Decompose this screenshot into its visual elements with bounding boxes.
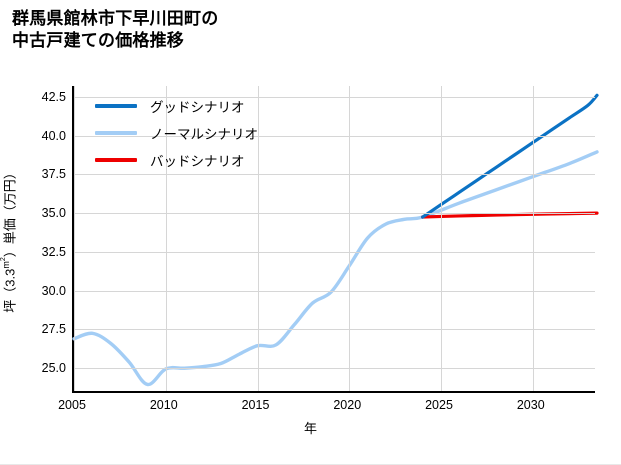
gridline-vertical [349, 86, 351, 391]
gridline-horizontal [74, 329, 595, 331]
legend-item[interactable]: バッドシナリオ [95, 146, 315, 173]
x-axis-title: 年 [303, 421, 317, 436]
y-axis-tick-labels: 25.0 27.5 30.0 32.5 35.0 37.5 40.0 42.5 [0, 0, 72, 465]
gridline-horizontal [74, 96, 595, 98]
y-axis-tick-label: 30.0 [41, 283, 66, 298]
series-line [421, 93, 599, 219]
x-axis-tick-label: 2015 [241, 398, 270, 412]
legend-item[interactable]: グッドシナリオ [95, 92, 315, 119]
y-axis-tick-label: 40.0 [41, 128, 66, 143]
gridline-horizontal [74, 213, 595, 215]
gridline-horizontal [74, 135, 595, 137]
legend-swatch-icon [95, 157, 137, 162]
y-axis-tick-label: 25.0 [41, 361, 66, 376]
x-axis-tick-label: 2010 [149, 398, 178, 412]
legend-item-label: ノーマルシナリオ [150, 126, 258, 142]
plot-area [72, 86, 599, 393]
legend: グッドシナリオ ノーマルシナリオ バッドシナリオ [95, 92, 315, 173]
y-axis-tick-label: 27.5 [41, 322, 66, 337]
y-axis-tick-label: 42.5 [41, 89, 66, 104]
gridline-vertical [441, 86, 443, 391]
gridline-vertical [257, 86, 259, 391]
page-title: 群馬県館林市下早川田町の 中古戸建ての価格推移 [12, 9, 219, 51]
legend-item-label: グッドシナリオ [150, 99, 245, 115]
x-axis-tick-label: 2005 [58, 398, 86, 412]
legend-item[interactable]: ノーマルシナリオ [95, 119, 315, 146]
x-axis-tick-label: 2020 [333, 398, 362, 412]
gridline-vertical [74, 86, 75, 391]
y-axis-tick-label: 35.0 [41, 206, 66, 221]
gridline-vertical [165, 86, 167, 391]
x-axis-tick-label: 2030 [516, 398, 545, 412]
gridline-vertical [532, 86, 534, 391]
x-axis-tick-label: 2025 [425, 398, 453, 412]
legend-swatch-icon [95, 130, 137, 135]
gridline-horizontal [74, 251, 595, 253]
legend-swatch-icon [95, 103, 137, 108]
gridline-horizontal [74, 368, 595, 370]
y-axis-tick-label: 37.5 [41, 167, 66, 182]
series-line [72, 150, 599, 387]
gridline-horizontal [74, 174, 595, 176]
y-axis-tick-label: 32.5 [41, 244, 66, 259]
gridline-horizontal [74, 290, 595, 292]
legend-item-label: バッドシナリオ [150, 153, 245, 169]
